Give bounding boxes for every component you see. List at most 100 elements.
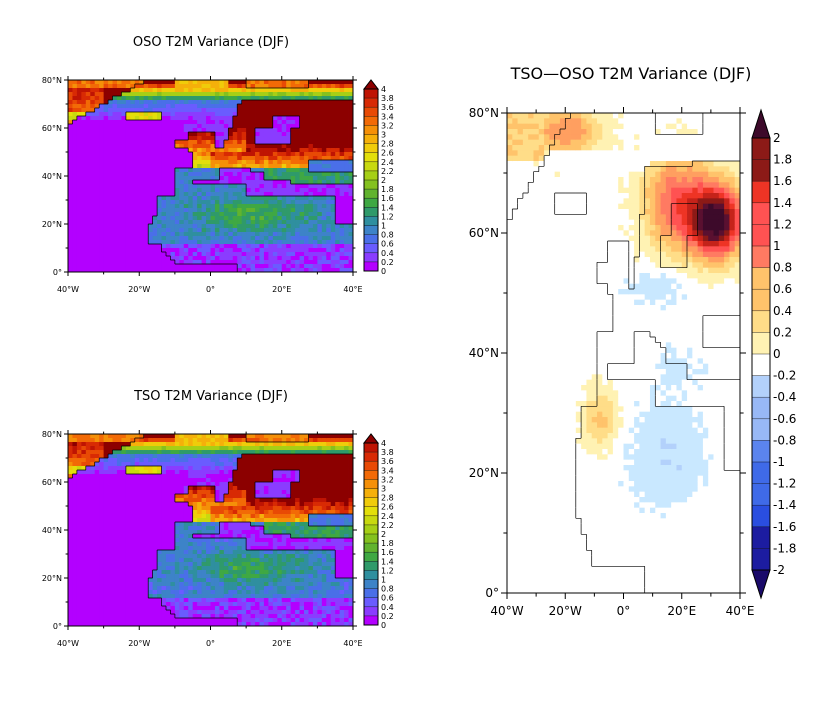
heatmap-cell <box>219 120 225 125</box>
heatmap-cell <box>165 156 171 161</box>
heatmap-cell <box>348 224 354 229</box>
heatmap-cell <box>134 196 140 201</box>
heatmap-cell <box>286 216 292 221</box>
heatmap-cell <box>272 204 278 209</box>
heatmap-cell <box>94 614 100 619</box>
heatmap-cell <box>165 200 171 205</box>
heatmap-cell <box>183 124 189 129</box>
heatmap-cell <box>290 80 296 85</box>
heatmap-cell <box>286 120 292 125</box>
heatmap-cell <box>90 458 96 463</box>
heatmap-cell <box>290 240 296 245</box>
heatmap-cell <box>335 156 341 161</box>
heatmap-cell <box>125 582 131 587</box>
heatmap-cell <box>232 136 238 141</box>
heatmap-cell <box>183 136 189 141</box>
heatmap-cell <box>103 486 109 491</box>
heatmap-cell <box>81 574 87 579</box>
heatmap-cell <box>312 188 318 193</box>
heatmap-cell <box>304 128 309 133</box>
heatmap-cell <box>134 442 140 447</box>
heatmap-cell <box>197 478 202 483</box>
heatmap-cell <box>76 450 82 455</box>
heatmap-cell <box>116 124 122 129</box>
heatmap-cell <box>116 566 122 571</box>
heatmap-cell <box>112 470 118 475</box>
heatmap-cell <box>210 510 216 515</box>
heatmap-cell <box>232 434 238 439</box>
heatmap-cell <box>85 534 91 539</box>
heatmap-cell <box>72 88 78 93</box>
heatmap-cell <box>272 156 278 161</box>
heatmap-cell <box>170 542 176 547</box>
heatmap-cell <box>116 434 122 439</box>
heatmap-cell <box>281 96 287 101</box>
heatmap-cell <box>206 236 211 241</box>
heatmap-cell <box>317 232 323 237</box>
heatmap-cell <box>174 474 180 479</box>
heatmap-cell <box>290 164 296 169</box>
heatmap-cell <box>210 264 216 269</box>
heatmap-cell <box>299 80 305 85</box>
heatmap-cell <box>299 196 305 201</box>
heatmap-cell <box>237 240 243 245</box>
heatmap-cell <box>219 80 225 85</box>
heatmap-cell <box>174 510 180 515</box>
heatmap-cell <box>81 514 87 519</box>
heatmap-cell <box>179 200 185 205</box>
heatmap-cell <box>130 136 136 141</box>
heatmap-cell <box>223 482 229 487</box>
heatmap-cell <box>85 184 91 189</box>
heatmap-cell <box>210 140 216 145</box>
heatmap-cell <box>148 196 154 201</box>
heatmap-cell <box>268 108 274 113</box>
heatmap-cell <box>317 236 323 241</box>
heatmap-cell <box>165 204 171 209</box>
heatmap-cell <box>277 132 283 137</box>
heatmap-cell <box>197 96 202 101</box>
heatmap-cell <box>286 116 292 121</box>
heatmap-cell <box>99 148 105 153</box>
heatmap-cell <box>308 192 314 197</box>
heatmap-cell <box>348 200 354 205</box>
heatmap-cell <box>201 554 207 559</box>
heatmap-cell <box>295 268 300 273</box>
heatmap-cell <box>277 248 283 253</box>
heatmap-cell <box>183 550 189 555</box>
heatmap-cell <box>148 474 154 479</box>
heatmap-cell <box>134 506 140 511</box>
heatmap-cell <box>299 84 305 89</box>
heatmap-cell <box>76 622 82 627</box>
heatmap-cell <box>214 510 220 515</box>
heatmap-cell <box>255 180 260 185</box>
heatmap-cell <box>116 144 122 149</box>
heatmap-cell <box>335 244 341 249</box>
heatmap-cell <box>272 180 278 185</box>
heatmap-cell <box>161 578 167 583</box>
heatmap-cell <box>108 578 113 583</box>
heatmap-cell <box>250 168 256 173</box>
heatmap-cell <box>121 232 127 237</box>
heatmap-cell <box>290 212 296 217</box>
heatmap-cell <box>330 160 336 165</box>
heatmap-cell <box>116 80 122 85</box>
heatmap-cell <box>286 152 292 157</box>
heatmap-cell <box>317 228 323 233</box>
heatmap-cell <box>232 542 238 547</box>
heatmap-cell <box>143 610 149 615</box>
heatmap-cell <box>219 558 225 563</box>
heatmap-cell <box>219 192 225 197</box>
heatmap-cell <box>277 92 283 97</box>
heatmap-cell <box>108 550 113 555</box>
heatmap-cell <box>201 256 207 261</box>
heatmap-cell <box>139 236 145 241</box>
heatmap-cell <box>81 590 87 595</box>
heatmap-cell <box>192 140 198 145</box>
heatmap-cell <box>165 510 171 515</box>
heatmap-cell <box>116 208 122 213</box>
heatmap-cell <box>108 478 113 483</box>
heatmap-cell <box>125 160 131 165</box>
heatmap-cell <box>321 140 327 145</box>
heatmap-cell <box>130 454 136 459</box>
heatmap-cell <box>330 124 336 129</box>
